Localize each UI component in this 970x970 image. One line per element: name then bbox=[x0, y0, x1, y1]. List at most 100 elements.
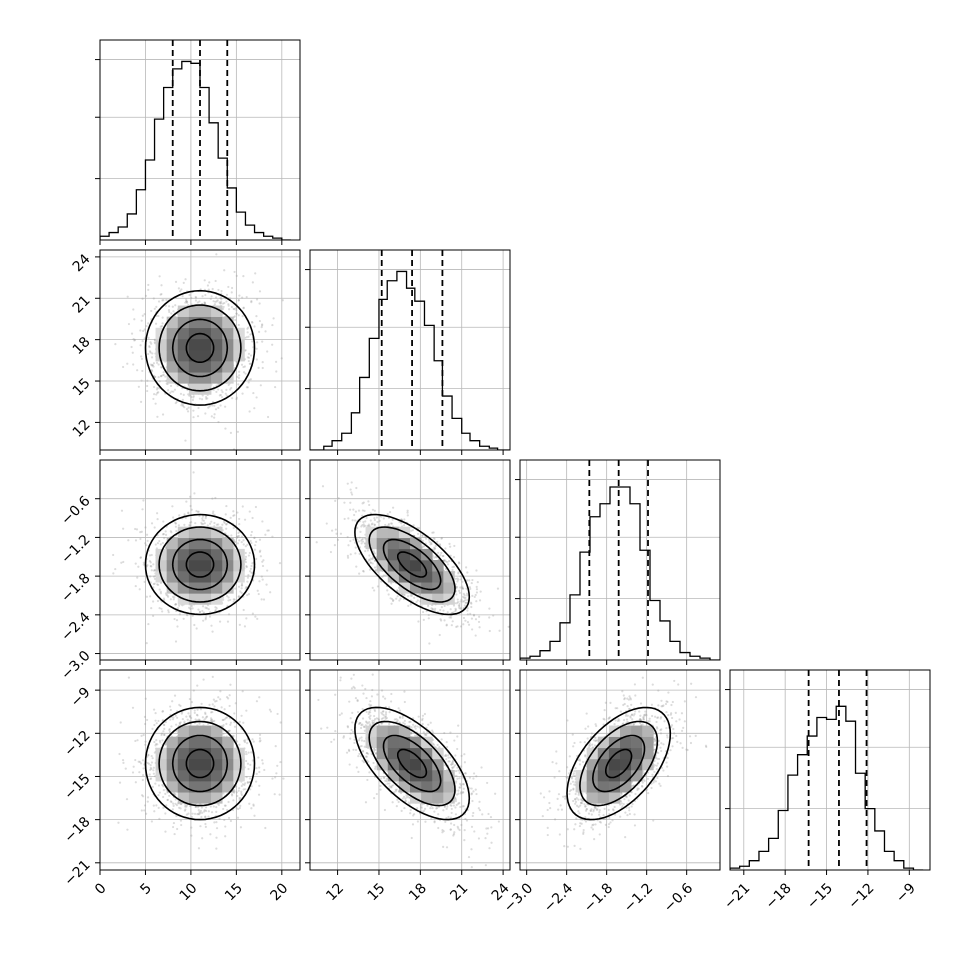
sample-point bbox=[161, 533, 165, 536]
sample-point bbox=[223, 301, 226, 305]
sample-point bbox=[160, 733, 163, 737]
sample-point bbox=[153, 568, 156, 572]
sample-point bbox=[373, 589, 376, 592]
sample-point bbox=[181, 398, 184, 401]
sample-point bbox=[275, 370, 278, 373]
sample-point bbox=[160, 292, 163, 296]
sample-point bbox=[437, 551, 440, 554]
sample-point bbox=[362, 570, 365, 573]
sample-point bbox=[422, 545, 426, 548]
sample-point bbox=[461, 586, 464, 590]
sample-point bbox=[127, 322, 131, 326]
sample-point bbox=[151, 364, 154, 367]
density-cell bbox=[166, 316, 179, 329]
sample-point bbox=[189, 521, 192, 524]
sample-point bbox=[343, 501, 346, 504]
sample-point bbox=[165, 546, 168, 549]
sample-point bbox=[213, 404, 216, 407]
sample-point bbox=[176, 384, 179, 387]
sample-point bbox=[250, 300, 253, 303]
sample-point bbox=[402, 593, 405, 596]
sample-point bbox=[242, 539, 245, 542]
sample-point bbox=[362, 525, 365, 528]
sample-point bbox=[210, 415, 213, 418]
sample-point bbox=[456, 601, 460, 604]
sample-point bbox=[235, 397, 238, 401]
sample-point bbox=[264, 533, 267, 536]
density-cell bbox=[200, 560, 212, 572]
sample-point bbox=[154, 543, 157, 546]
sample-point bbox=[241, 296, 244, 299]
sample-point bbox=[434, 547, 437, 550]
sample-point bbox=[209, 297, 212, 300]
sample-point bbox=[240, 584, 243, 587]
sample-point bbox=[153, 341, 156, 344]
sample-point bbox=[172, 716, 175, 719]
sample-point bbox=[215, 253, 218, 256]
sample-point bbox=[213, 521, 216, 525]
sample-point bbox=[178, 613, 181, 616]
sample-point bbox=[471, 578, 474, 582]
sample-point bbox=[238, 523, 241, 526]
sample-point bbox=[158, 380, 161, 383]
sample-point bbox=[143, 313, 146, 316]
sample-point bbox=[229, 388, 232, 391]
sample-point bbox=[203, 718, 206, 721]
sample-point bbox=[172, 516, 175, 519]
sample-point bbox=[390, 602, 393, 605]
sample-point bbox=[462, 592, 465, 595]
sample-point bbox=[210, 520, 213, 523]
sample-point bbox=[145, 595, 148, 598]
sample-point bbox=[439, 608, 442, 612]
sample-point bbox=[237, 595, 241, 598]
sample-point bbox=[211, 497, 214, 500]
density-cell bbox=[200, 316, 212, 329]
sample-point bbox=[139, 329, 142, 332]
sample-point bbox=[175, 529, 178, 533]
sample-point bbox=[241, 392, 244, 395]
sample-point bbox=[222, 305, 225, 309]
sample-point bbox=[133, 318, 136, 321]
sample-point bbox=[470, 617, 474, 620]
density-cell bbox=[188, 383, 201, 395]
sample-point bbox=[160, 374, 163, 378]
sample-point bbox=[244, 560, 247, 564]
sample-point bbox=[236, 511, 239, 514]
sample-point bbox=[198, 610, 202, 613]
sample-point bbox=[175, 804, 179, 807]
sample-point bbox=[255, 540, 258, 543]
sample-point bbox=[151, 352, 154, 355]
sample-point bbox=[242, 543, 245, 546]
sample-point bbox=[143, 328, 146, 331]
sample-point bbox=[164, 375, 167, 378]
sample-point bbox=[433, 546, 436, 549]
sample-point bbox=[198, 300, 201, 303]
sample-point bbox=[382, 574, 386, 577]
sample-point bbox=[180, 404, 183, 407]
density-cell bbox=[211, 537, 223, 550]
sample-point bbox=[243, 783, 246, 787]
sample-point bbox=[258, 538, 262, 541]
sample-point bbox=[122, 365, 125, 369]
density-cell bbox=[188, 361, 201, 373]
sample-point bbox=[163, 537, 166, 540]
sample-point bbox=[353, 513, 356, 517]
sample-point bbox=[158, 588, 161, 591]
sample-point bbox=[261, 564, 265, 568]
sample-point bbox=[161, 413, 165, 416]
density-cell bbox=[398, 548, 411, 561]
sample-point bbox=[195, 627, 198, 630]
sample-point bbox=[161, 322, 164, 325]
sample-point bbox=[203, 302, 206, 305]
density-cell bbox=[211, 582, 223, 594]
sample-point bbox=[352, 508, 355, 511]
sample-point bbox=[152, 563, 155, 566]
sample-point bbox=[488, 616, 491, 619]
sample-point bbox=[174, 401, 177, 405]
density-cell bbox=[188, 537, 201, 550]
sample-point bbox=[162, 730, 165, 733]
sample-point bbox=[242, 371, 246, 374]
sample-point bbox=[181, 403, 184, 406]
density-cell bbox=[166, 571, 179, 583]
sample-point bbox=[210, 295, 213, 298]
